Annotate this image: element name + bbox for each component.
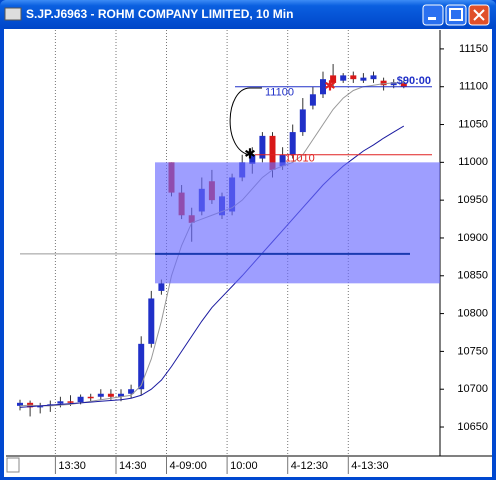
candle-body [158,283,165,291]
candle-body [138,343,145,390]
candle-body [370,75,377,80]
candle-body [87,396,94,399]
candle-body [330,75,337,83]
title-bar [0,0,496,29]
minimize-button[interactable] [422,4,444,26]
x-tick-label: 4-09:00 [170,460,207,472]
zone [155,162,440,284]
candle-body [57,401,64,404]
y-tick-label: 10850 [457,270,488,282]
candle-body [360,77,367,81]
candle-body [77,396,84,403]
y-tick-label: 10700 [457,383,488,395]
y-tick-label: 10950 [457,194,488,206]
price-line-label: 11010 [285,153,315,165]
y-tick-label: 11100 [459,81,488,93]
candle-body [390,82,397,86]
marker-star: ✱ [324,78,336,94]
candle-body [380,80,387,86]
marker-star: ✱ [244,146,256,162]
y-tick-label: 11150 [459,43,488,55]
scroll-box[interactable] [6,457,20,473]
candle-body [350,75,357,80]
candle-body [269,135,276,170]
candle-body [400,82,407,87]
window-icon [4,7,22,21]
candle-body [340,75,347,81]
price-line-label: 11100 [265,87,294,99]
candle-body [249,154,256,164]
candle-body [107,393,114,397]
x-tick-label: 13:30 [58,460,86,472]
corner-text: $90:00 [397,75,431,87]
drawn-curve [229,87,262,156]
candle-body [259,135,266,159]
y-tick-label: 11050 [458,118,488,130]
candle-body [289,132,296,155]
candle-body [97,393,104,397]
x-tick-label: 14:30 [119,460,147,472]
candle-body [128,389,135,394]
x-tick-label: 10:00 [230,460,258,472]
window-title: S.JP.J6963 - ROHM COMPANY LIMITED, 10 Mi… [26,7,293,21]
candle-body [118,393,124,397]
x-tick-label: 4-13:30 [351,460,388,472]
maximize-button[interactable] [445,4,467,26]
candle-body [148,298,155,344]
candle-body [37,405,44,408]
candle-body [309,94,316,106]
y-tick-label: 10900 [457,232,488,244]
candle-body [279,154,286,167]
y-tick-label: 10650 [457,421,488,433]
candle-body [299,109,306,133]
candle-body [17,402,23,406]
close-button[interactable] [468,4,490,26]
x-tick-label: 4-12:30 [291,460,328,472]
y-tick-label: 10800 [457,307,488,319]
candle-body [67,401,74,403]
y-tick-label: 11000 [458,156,488,168]
y-tick-label: 10750 [457,345,488,357]
